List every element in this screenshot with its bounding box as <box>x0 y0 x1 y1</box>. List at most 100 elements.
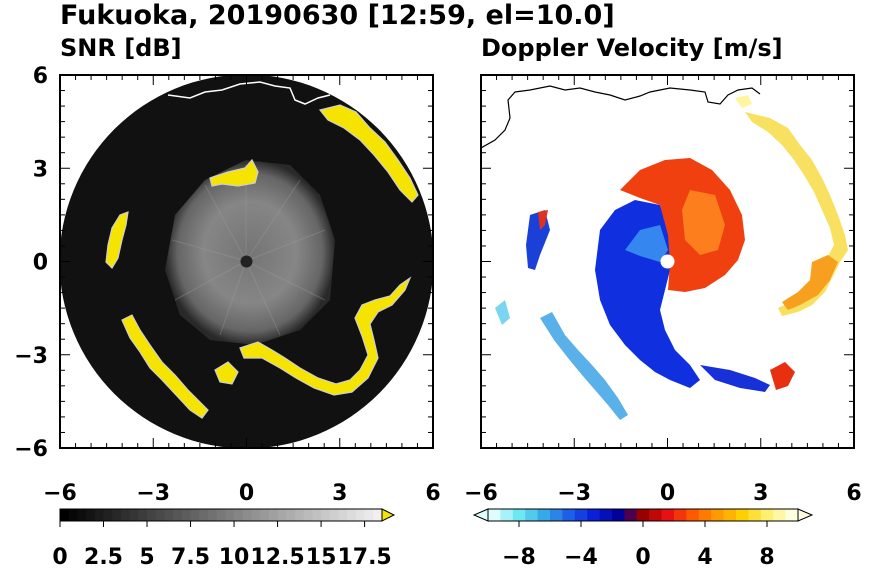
doppler-colorbar-cell <box>599 509 613 521</box>
snr-x-tick-label: −3 <box>136 481 170 506</box>
snr-colorbar-label: 5 <box>139 545 154 570</box>
snr-coastline <box>167 81 331 105</box>
doppler-x-tick-label: −3 <box>557 481 591 506</box>
snr-colorbar-cell <box>268 509 279 521</box>
snr-colorbar-cell <box>120 509 131 521</box>
snr-colorbar-cell <box>199 509 209 521</box>
snr-colorbar-label: 2.5 <box>84 545 123 570</box>
snr-colorbar-label: 12.5 <box>250 545 304 570</box>
doppler-colorbar-cell <box>512 509 526 521</box>
snr-colorbar-cell <box>147 509 157 521</box>
snr-colorbar-ticks <box>59 521 366 527</box>
snr-colorbar-cell <box>112 509 122 521</box>
doppler-colorbar-cell <box>649 509 663 521</box>
doppler-colorbar-cells <box>472 508 814 522</box>
doppler-colorbar-cell <box>748 509 762 521</box>
snr-colorbar-label: 10 <box>219 545 250 570</box>
doppler-southwest-band <box>540 312 628 420</box>
snr-x-tick-label: 6 <box>425 481 440 506</box>
snr-colorbar-cell <box>286 509 296 521</box>
doppler-tick-marks <box>480 74 855 449</box>
doppler-colorbar-cell <box>736 509 749 521</box>
doppler-panel: −6 −3 0 3 6 <box>464 74 862 506</box>
snr-colorbar-cell <box>103 509 113 521</box>
doppler-colorbar-cell <box>661 509 675 521</box>
snr-colorbar-cell <box>294 509 305 521</box>
doppler-x-tick-label: 3 <box>753 481 768 506</box>
doppler-colorbar-cell <box>624 509 638 521</box>
doppler-panel-title: Doppler Velocity [m/s] <box>481 34 783 62</box>
snr-colorbar-cell <box>129 509 139 521</box>
doppler-southwest-fragment <box>495 300 510 325</box>
doppler-colorbar-cell <box>698 509 712 521</box>
snr-colorbar-cell <box>190 509 200 521</box>
snr-colorbar-cell <box>155 509 165 521</box>
snr-colorbar-cell <box>242 509 252 521</box>
doppler-colorbar-cell <box>760 509 774 521</box>
snr-colorbar-cell <box>234 509 244 521</box>
snr-band-south-fragment <box>214 361 239 385</box>
doppler-plot-area <box>481 85 848 420</box>
figure-title: Fukuoka, 20190630 [12:59, el=10.0] <box>60 0 615 31</box>
doppler-colorbar-label: −4 <box>564 545 598 570</box>
snr-band-west <box>105 211 129 269</box>
doppler-colorbar: −8 −4 0 4 8 <box>472 508 814 570</box>
snr-colorbar-cell <box>138 509 148 521</box>
doppler-colorbar-cell <box>562 509 576 521</box>
snr-colorbar-cell <box>77 509 87 521</box>
snr-y-tick-label: −3 <box>14 344 48 369</box>
snr-x-tick-label: 0 <box>239 481 254 506</box>
snr-colorbar-cell <box>181 509 192 521</box>
snr-colorbar-frame <box>59 508 383 522</box>
doppler-colorbar-label: −8 <box>502 545 536 570</box>
doppler-colorbar-ticks <box>518 521 768 527</box>
doppler-colorbar-cell <box>674 509 687 521</box>
snr-colorbar-cell <box>86 509 96 521</box>
snr-colorbar-cell <box>225 509 235 521</box>
snr-colorbar-label: 7.5 <box>171 545 210 570</box>
doppler-colorbar-cell <box>574 509 588 521</box>
snr-colorbar-cell <box>329 509 339 521</box>
snr-colorbar-cell <box>347 509 357 521</box>
doppler-colorbar-label: 8 <box>759 545 774 570</box>
snr-colorbar-cell <box>207 509 218 521</box>
snr-y-tick-labels: 6 3 0 −3 −6 <box>14 64 48 462</box>
snr-colorbar-cell <box>321 509 331 521</box>
doppler-far-receding-orange <box>782 255 838 310</box>
doppler-colorbar-cell <box>711 509 725 521</box>
snr-inner-echo <box>165 160 335 345</box>
snr-colorbar-cell <box>164 509 174 521</box>
snr-colorbar-label: 15 <box>306 545 337 570</box>
doppler-colorbar-cell <box>612 509 625 521</box>
doppler-colorbar-label: 0 <box>635 545 650 570</box>
doppler-colorbar-cell <box>636 509 650 521</box>
snr-y-tick-label: 0 <box>33 251 48 276</box>
doppler-colorbar-cell <box>723 509 737 521</box>
snr-colorbar-cell <box>355 509 366 521</box>
snr-panel-title: SNR [dB] <box>60 34 182 62</box>
doppler-radar-center <box>660 254 675 269</box>
snr-colorbar: 0 2.5 5 7.5 10 12.5 15 17.5 <box>52 508 396 570</box>
snr-colorbar-cell <box>364 509 374 521</box>
snr-colorbar-cell <box>277 509 287 521</box>
snr-band-north <box>209 158 259 187</box>
doppler-colorbar-cell <box>500 509 514 521</box>
doppler-colorbar-cell <box>785 509 799 521</box>
snr-strong-echo-bands <box>105 104 419 419</box>
snr-colorbar-cells <box>60 508 396 522</box>
snr-inner-radial-texture <box>171 165 326 336</box>
snr-plot-area <box>60 75 433 448</box>
snr-x-tick-label: −6 <box>43 481 77 506</box>
snr-colorbar-cell <box>312 509 322 521</box>
snr-colorbar-cell <box>303 509 313 521</box>
snr-panel: −6 −3 0 3 6 6 3 0 −3 −6 <box>14 64 440 506</box>
snr-y-tick-label: −6 <box>14 437 48 462</box>
doppler-receding-core <box>620 158 745 292</box>
doppler-colorbar-cell <box>550 509 563 521</box>
doppler-colorbar-cell <box>686 509 700 521</box>
snr-band-south-east <box>239 276 412 396</box>
doppler-coastline <box>481 85 761 149</box>
snr-radar-center <box>240 255 253 268</box>
doppler-colorbar-cell <box>488 509 501 521</box>
